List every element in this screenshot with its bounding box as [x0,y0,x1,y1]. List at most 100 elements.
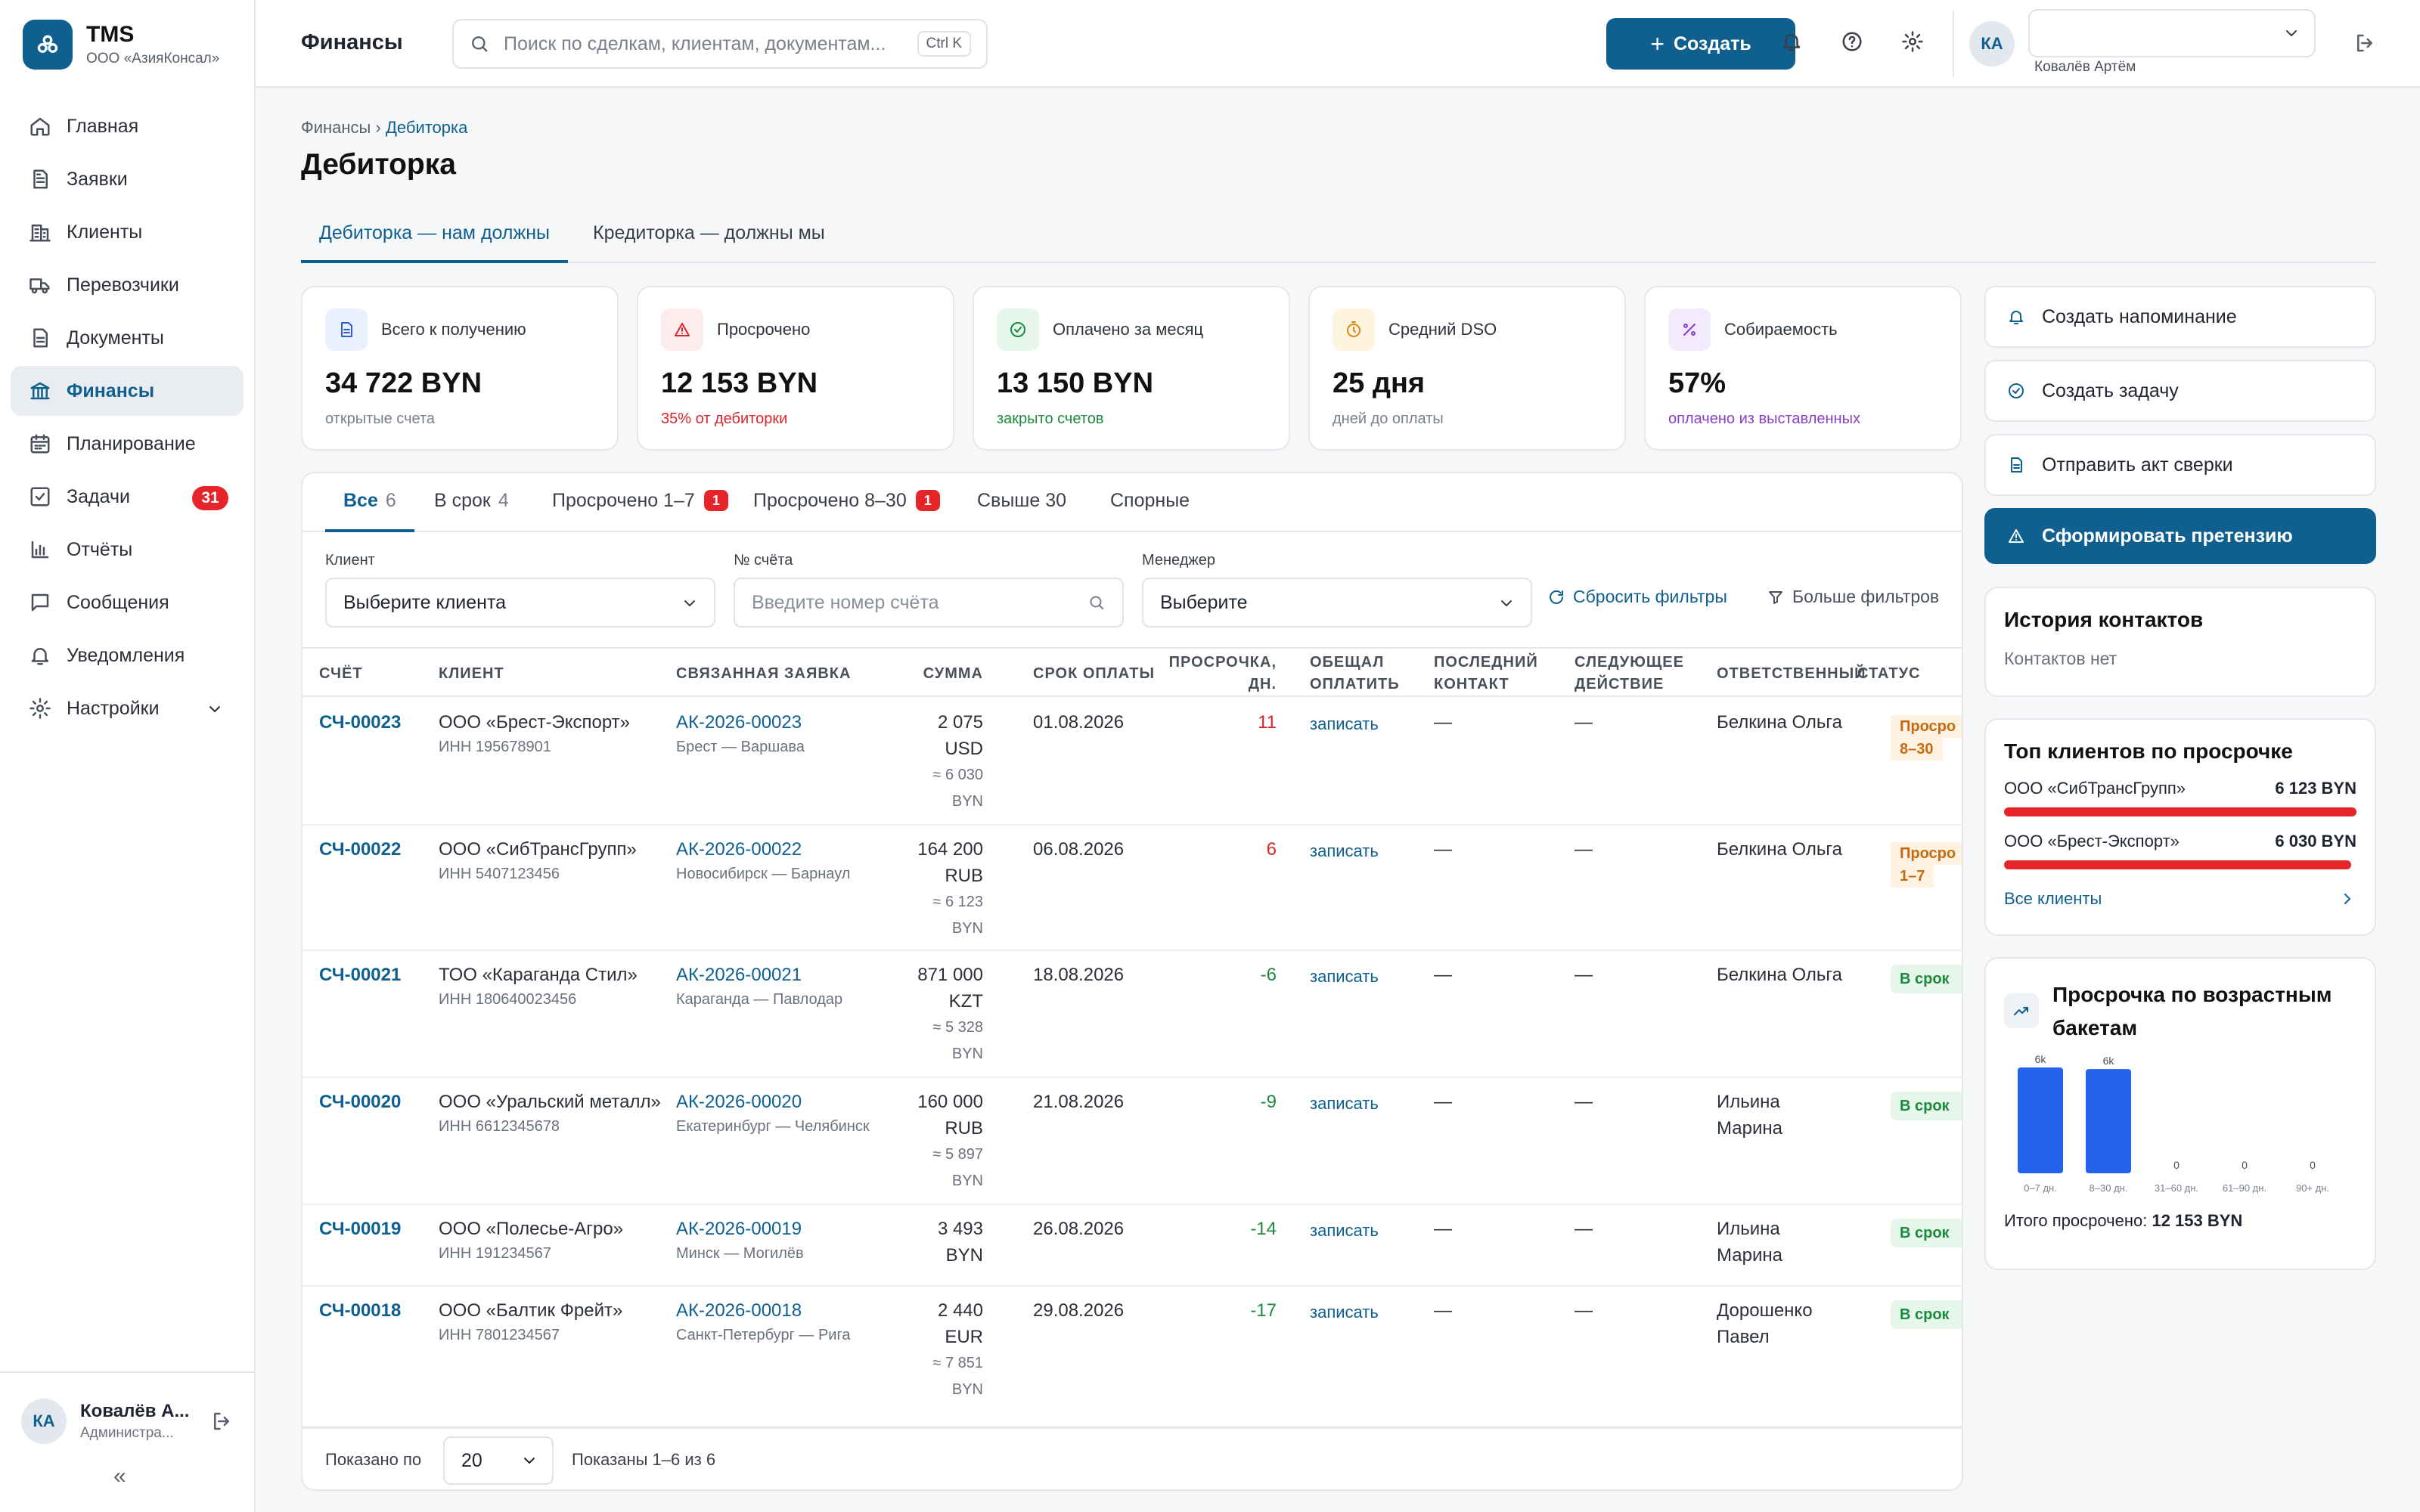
promise-record-link[interactable]: записать [1310,714,1379,733]
all-clients-link[interactable]: Все клиенты [2004,889,2356,909]
create-button[interactable]: + Создать [1606,18,1795,70]
nav-item-settings[interactable]: Настройки [11,683,244,733]
table-header: СЧЁТ КЛИЕНТ СВЯЗАННАЯ ЗАЯВКА СУММА СРОК ОПЛА… [302,647,1962,697]
reset-filters-button[interactable]: Сбросить фильтры [1547,587,1727,607]
status-badge: В срок [1891,965,1962,993]
column-header[interactable]: СЧЁТ [319,665,363,682]
filter-tab[interactable]: Просрочено 1–7 1 [534,490,746,532]
global-search[interactable]: Ctrl K [452,19,988,69]
column-header[interactable]: СУММА [923,665,983,682]
avatar[interactable]: КА [1969,21,2015,67]
column-header[interactable]: ПОСЛЕДНИЙ КОНТАКТ [1434,654,1538,692]
page-size-select[interactable]: 20 [443,1436,554,1485]
order-link[interactable]: АК-2026-00023 [676,712,802,733]
nav-item-clients[interactable]: Клиенты [11,207,244,257]
search-input[interactable] [504,33,897,55]
action-button[interactable]: Сформировать претензию [1984,508,2376,564]
avatar[interactable]: КА [21,1399,67,1444]
order-link[interactable]: АК-2026-00019 [676,1219,802,1239]
promise-record-link[interactable]: записать [1310,1094,1379,1113]
column-header[interactable]: КЛИЕНТ [439,665,504,682]
nav-item-notifications[interactable]: Уведомления [11,631,244,680]
action-button[interactable]: Создать задачу [1984,360,2376,422]
column-header[interactable]: ОТВЕТСТВЕННЫЙ [1717,665,1866,682]
invoice-number-link[interactable]: СЧ-00022 [319,839,402,860]
top-client-item[interactable]: ООО «Брест-Экспорт» 6 030 BYN [2004,832,2356,869]
nav-item-home[interactable]: Главная [11,101,244,151]
filter-tab[interactable]: Спорные [1092,490,1208,532]
nav-item-reports[interactable]: Отчёты [11,525,244,575]
aging-bar-chart: 6k 0–7 дн. 6k 8–30 дн. 0 31–60 дн. 0 61–90 дн. 0… [2018,1053,2329,1194]
client-filter-select[interactable]: Выберите клиента [325,578,715,627]
order-link[interactable]: АК-2026-00022 [676,839,802,860]
role-select[interactable] [2028,9,2316,57]
logout-icon[interactable] [2353,32,2376,54]
invoice-number-link[interactable]: СЧ-00018 [319,1300,402,1321]
table-row[interactable]: СЧ-00023 ООО «Брест-Экспорт» ИНН 195678901… [302,699,1962,826]
column-header[interactable]: СЛЕДУЮЩЕЕ ДЕЙСТВИЕ [1575,654,1684,692]
contact-history-empty: Контактов нет [2004,649,2118,668]
invoice-filter-input[interactable] [752,591,1077,614]
filter-tab[interactable]: Просрочено 8–30 1 [735,490,958,532]
create-button-label: Создать [1673,33,1751,54]
amount-cell: 160 000 RUB ≈ 5 897 BYN [877,1089,983,1194]
order-link[interactable]: АК-2026-00021 [676,965,802,985]
amount-value: 160 000 [917,1092,983,1112]
promise-record-link[interactable]: записать [1310,841,1379,860]
nav-item-tasks[interactable]: Задачи 31 [11,472,244,522]
column-header[interactable]: СВЯЗАННАЯ ЗАЯВКА [676,665,852,682]
nav-item-carriers[interactable]: Перевозчики [11,260,244,310]
breadcrumb-root[interactable]: Финансы [301,118,371,137]
collapse-sidebar-button[interactable]: « [113,1464,126,1489]
more-filters-button[interactable]: Больше фильтров [1767,587,1939,607]
column-header[interactable]: ПРОСРОЧКА, ДН. [1168,654,1277,692]
logout-icon[interactable] [210,1410,233,1433]
nav-item-messages[interactable]: Сообщения [11,578,244,627]
nav-item-planning[interactable]: Планирование [11,419,244,469]
brand[interactable]: TMS ООО «АзияКонсал» [23,20,219,70]
invoice-number-link[interactable]: СЧ-00019 [319,1219,402,1239]
action-button[interactable]: Отправить акт сверки [1984,434,2376,496]
table-row[interactable]: СЧ-00019 ООО «Полесье-Агро» ИНН 191234567 А… [302,1205,1962,1287]
table-row[interactable]: СЧ-00021 ТОО «Караганда Стил» ИНН 18064002… [302,951,1962,1078]
nav-item-documents[interactable]: Документы [11,313,244,363]
top-client-value: 6 030 BYN [2275,832,2356,850]
promise-record-link[interactable]: записать [1310,1221,1379,1240]
table-row[interactable]: СЧ-00018 ООО «Балтик Фрейт» ИНН 7801234567… [302,1287,1962,1427]
bell-icon[interactable] [1780,30,1803,53]
filter-tab[interactable]: В срок 4 [416,490,527,532]
top-client-item[interactable]: ООО «СибТрансГрупп» 6 123 BYN [2004,779,2356,816]
aging-bar[interactable] [2086,1069,2131,1173]
invoice-number-link[interactable]: СЧ-00023 [319,712,402,733]
promise-record-link[interactable]: записать [1310,967,1379,986]
due-date: 26.08.2026 [1033,1219,1125,1239]
nav-item-finance[interactable]: Финансы [11,366,244,416]
invoice-number-link[interactable]: СЧ-00021 [319,965,402,985]
table-row[interactable]: СЧ-00020 ООО «Уральский металл» ИНН 661234… [302,1078,1962,1205]
order-link[interactable]: АК-2026-00020 [676,1092,802,1112]
invoice-filter-field[interactable] [734,578,1124,627]
table-footer: Показано по 20 Показаны 1–6 из 6 [302,1427,1962,1489]
client-name: ООО «Брест-Экспорт» [439,712,630,733]
promise-record-link[interactable]: записать [1310,1303,1379,1321]
chevron-down-icon [1501,600,1512,606]
chevron-down-icon [209,706,220,712]
filter-tab[interactable]: Свыше 30 [959,490,1084,532]
tab-receivables[interactable]: Дебиторка — нам должны [301,222,568,263]
table-row[interactable]: СЧ-00022 ООО «СибТрансГрупп» ИНН 540712345… [302,826,1962,951]
nav-item-orders[interactable]: Заявки [11,154,244,204]
aging-bar[interactable] [2018,1067,2063,1173]
order-link[interactable]: АК-2026-00018 [676,1300,802,1321]
manager-filter-select[interactable]: Выберите [1142,578,1532,627]
kpi-icon [1668,308,1711,351]
action-button[interactable]: Создать напоминание [1984,286,2376,348]
column-header[interactable]: СРОК ОПЛАТЫ [1033,665,1156,682]
gear-icon[interactable] [1901,30,1924,53]
tab-payables[interactable]: Кредиторка — должны мы [593,222,825,243]
invoice-number-link[interactable]: СЧ-00020 [319,1092,402,1112]
column-header[interactable]: ОБЕЩАЛ ОПЛАТИТЬ [1310,654,1400,692]
help-icon[interactable] [1841,30,1863,53]
column-header[interactable]: СТАТУС [1857,665,1921,682]
filter-tab-label: В срок [434,490,491,511]
filter-tab[interactable]: Все 6 [325,490,414,532]
